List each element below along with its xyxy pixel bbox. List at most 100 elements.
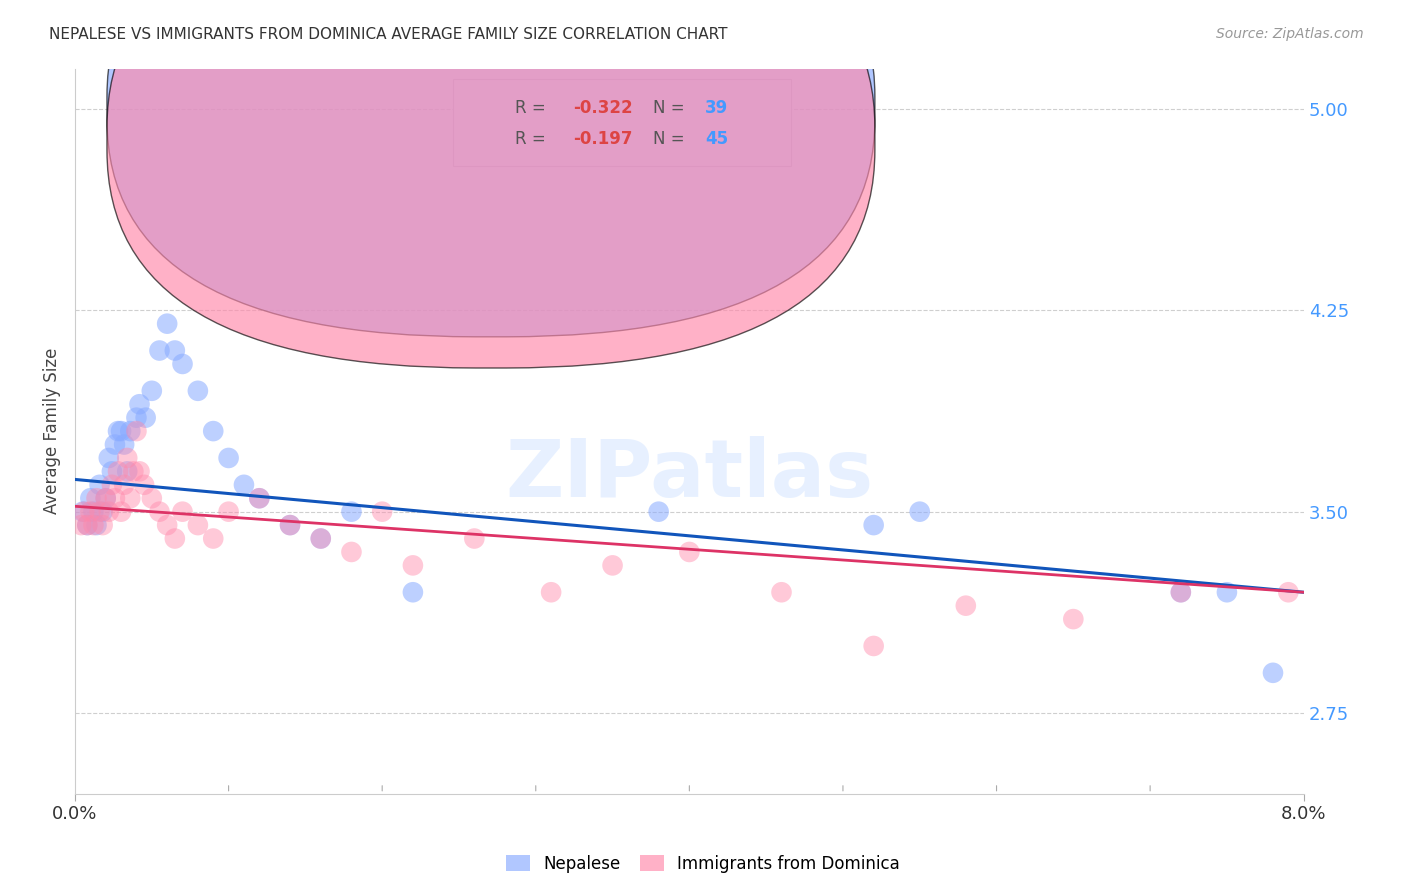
Point [148, 343, 170, 358]
Point [94, 491, 117, 506]
Point [110, 424, 132, 438]
Text: 39: 39 [706, 99, 728, 117]
Point [104, 437, 127, 451]
Point [278, 518, 301, 533]
Point [141, 384, 163, 398]
Point [135, 410, 157, 425]
Point [908, 505, 931, 519]
Point [247, 491, 270, 506]
Point [115, 464, 138, 478]
Point [70, 518, 93, 533]
Point [1170, 585, 1192, 599]
Point [187, 384, 209, 398]
Point [340, 505, 363, 519]
Text: R =: R = [515, 130, 557, 148]
Point [1216, 585, 1239, 599]
Point [218, 505, 240, 519]
Point [91, 518, 114, 533]
Point [86, 518, 108, 533]
Text: Source: ZipAtlas.com: Source: ZipAtlas.com [1216, 27, 1364, 41]
Text: -0.322: -0.322 [572, 99, 633, 117]
Text: -0.197: -0.197 [572, 130, 633, 148]
FancyBboxPatch shape [454, 79, 792, 167]
Point [128, 464, 150, 478]
Point [156, 518, 179, 533]
Point [120, 491, 142, 506]
Point [540, 585, 562, 599]
Point [233, 478, 256, 492]
Point [134, 478, 156, 492]
Point [79, 505, 101, 519]
Point [163, 343, 186, 358]
Point [101, 478, 124, 492]
FancyBboxPatch shape [107, 0, 875, 337]
Point [86, 491, 108, 506]
Point [463, 532, 485, 546]
Point [218, 450, 240, 465]
Point [770, 585, 793, 599]
Point [1062, 612, 1084, 626]
Point [202, 424, 225, 438]
Point [172, 505, 194, 519]
Point [172, 357, 194, 371]
Point [115, 450, 138, 465]
Point [73, 505, 96, 519]
Point [128, 397, 150, 411]
Point [955, 599, 977, 613]
Point [112, 437, 135, 451]
Point [309, 532, 332, 546]
Y-axis label: Average Family Size: Average Family Size [44, 348, 60, 515]
Point [862, 518, 884, 533]
Point [82, 505, 104, 519]
Point [141, 491, 163, 506]
Text: N =: N = [631, 99, 689, 117]
Point [340, 545, 363, 559]
Point [107, 464, 129, 478]
Point [862, 639, 884, 653]
Text: ZIPatlas: ZIPatlas [505, 435, 873, 514]
Point [602, 558, 624, 573]
Point [122, 464, 145, 478]
Point [79, 491, 101, 506]
Point [107, 424, 129, 438]
Point [125, 424, 148, 438]
Point [156, 317, 179, 331]
Text: N =: N = [631, 130, 689, 148]
Point [97, 505, 120, 519]
Point [187, 518, 209, 533]
Point [112, 478, 135, 492]
Point [89, 505, 111, 519]
Point [101, 464, 124, 478]
Point [1261, 665, 1284, 680]
Point [89, 478, 111, 492]
Point [120, 424, 142, 438]
Point [678, 545, 700, 559]
Point [247, 491, 270, 506]
Point [125, 410, 148, 425]
Legend: Nepalese, Immigrants from Dominica: Nepalese, Immigrants from Dominica [499, 848, 907, 880]
Point [309, 532, 332, 546]
Point [76, 518, 98, 533]
Point [76, 518, 98, 533]
Point [163, 532, 186, 546]
Point [647, 505, 669, 519]
Point [72, 505, 94, 519]
Point [1170, 585, 1192, 599]
Point [148, 505, 170, 519]
Point [278, 518, 301, 533]
Point [371, 505, 394, 519]
Point [91, 505, 114, 519]
Text: R =: R = [515, 99, 551, 117]
Point [402, 558, 425, 573]
Point [97, 450, 120, 465]
Point [82, 518, 104, 533]
Point [104, 491, 127, 506]
Point [1277, 585, 1299, 599]
Text: NEPALESE VS IMMIGRANTS FROM DOMINICA AVERAGE FAMILY SIZE CORRELATION CHART: NEPALESE VS IMMIGRANTS FROM DOMINICA AVE… [49, 27, 728, 42]
Point [94, 491, 117, 506]
Point [110, 505, 132, 519]
Text: 45: 45 [706, 130, 728, 148]
Point [202, 532, 225, 546]
Point [402, 585, 425, 599]
FancyBboxPatch shape [107, 0, 875, 368]
